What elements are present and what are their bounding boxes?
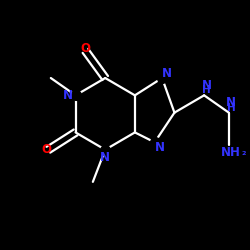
Text: N: N [162,66,172,80]
Text: N: N [154,141,164,154]
Text: ₂: ₂ [242,147,246,157]
Text: N: N [100,151,110,164]
Text: H: H [227,103,236,113]
Text: NH: NH [221,146,241,159]
Text: N: N [63,89,73,102]
Text: O: O [41,143,51,156]
Text: H: H [202,86,211,96]
Text: N: N [202,79,211,92]
Text: N: N [226,96,236,109]
Text: O: O [80,42,90,55]
